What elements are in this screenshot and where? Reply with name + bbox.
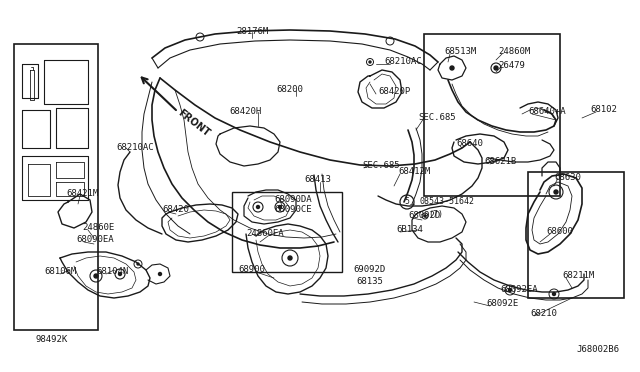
Circle shape xyxy=(369,61,371,63)
Text: 98492K: 98492K xyxy=(36,336,68,344)
Bar xyxy=(14,44,98,330)
Circle shape xyxy=(288,256,292,260)
Text: 68090EA: 68090EA xyxy=(76,235,114,244)
Text: 68412M: 68412M xyxy=(398,167,430,176)
Text: 68210: 68210 xyxy=(530,310,557,318)
Circle shape xyxy=(257,205,259,208)
Bar xyxy=(528,172,624,298)
Text: J68002B6: J68002B6 xyxy=(576,346,619,355)
Text: 68621B: 68621B xyxy=(484,157,516,167)
Text: 24860E: 24860E xyxy=(82,224,115,232)
Text: 68630: 68630 xyxy=(554,173,581,183)
Text: 68090CE: 68090CE xyxy=(274,205,312,215)
Bar xyxy=(424,34,560,196)
Circle shape xyxy=(554,190,558,194)
Text: SEC.685: SEC.685 xyxy=(362,160,399,170)
Text: 68600: 68600 xyxy=(546,228,573,237)
Text: 68640: 68640 xyxy=(456,140,483,148)
Circle shape xyxy=(509,289,511,292)
Text: 68420: 68420 xyxy=(162,205,189,215)
Text: 68900: 68900 xyxy=(239,266,266,275)
Text: 68211M: 68211M xyxy=(562,272,595,280)
Text: 24860M: 24860M xyxy=(498,48,531,57)
Text: 68104N: 68104N xyxy=(96,267,128,276)
Text: (7): (7) xyxy=(428,209,443,218)
Text: 68092EA: 68092EA xyxy=(500,285,538,295)
Circle shape xyxy=(159,273,161,276)
Text: 68420H: 68420H xyxy=(230,108,262,116)
Text: 28176M: 28176M xyxy=(236,28,268,36)
Text: 68092D: 68092D xyxy=(408,212,440,221)
Text: SEC.685: SEC.685 xyxy=(418,113,456,122)
Circle shape xyxy=(424,215,426,217)
Text: 69092D: 69092D xyxy=(354,266,386,275)
Text: 68106M: 68106M xyxy=(44,267,76,276)
Circle shape xyxy=(494,66,498,70)
Text: 68090DA: 68090DA xyxy=(274,196,312,205)
Text: 5: 5 xyxy=(404,198,410,206)
Text: FRONT: FRONT xyxy=(176,108,211,139)
Text: 68420P: 68420P xyxy=(378,87,410,96)
Circle shape xyxy=(278,205,282,208)
Text: 68513M: 68513M xyxy=(444,48,476,57)
Text: 68210AC: 68210AC xyxy=(116,144,154,153)
Circle shape xyxy=(118,273,122,276)
Text: 08543-51642: 08543-51642 xyxy=(420,198,475,206)
Text: 26479: 26479 xyxy=(498,61,525,71)
Circle shape xyxy=(450,66,454,70)
Text: 24860EA: 24860EA xyxy=(246,230,284,238)
Circle shape xyxy=(552,292,556,295)
Text: 68092E: 68092E xyxy=(486,299,518,308)
Text: 68200: 68200 xyxy=(276,86,303,94)
Text: 6B134: 6B134 xyxy=(396,225,423,234)
Text: 68102: 68102 xyxy=(590,106,617,115)
Circle shape xyxy=(94,274,98,278)
Text: 68640+A: 68640+A xyxy=(528,108,566,116)
Text: 68421M: 68421M xyxy=(66,189,99,199)
Circle shape xyxy=(137,263,139,265)
Text: 68413: 68413 xyxy=(305,176,332,185)
Text: 68210AC: 68210AC xyxy=(384,58,422,67)
Text: 68135: 68135 xyxy=(356,278,383,286)
Bar xyxy=(232,192,342,272)
